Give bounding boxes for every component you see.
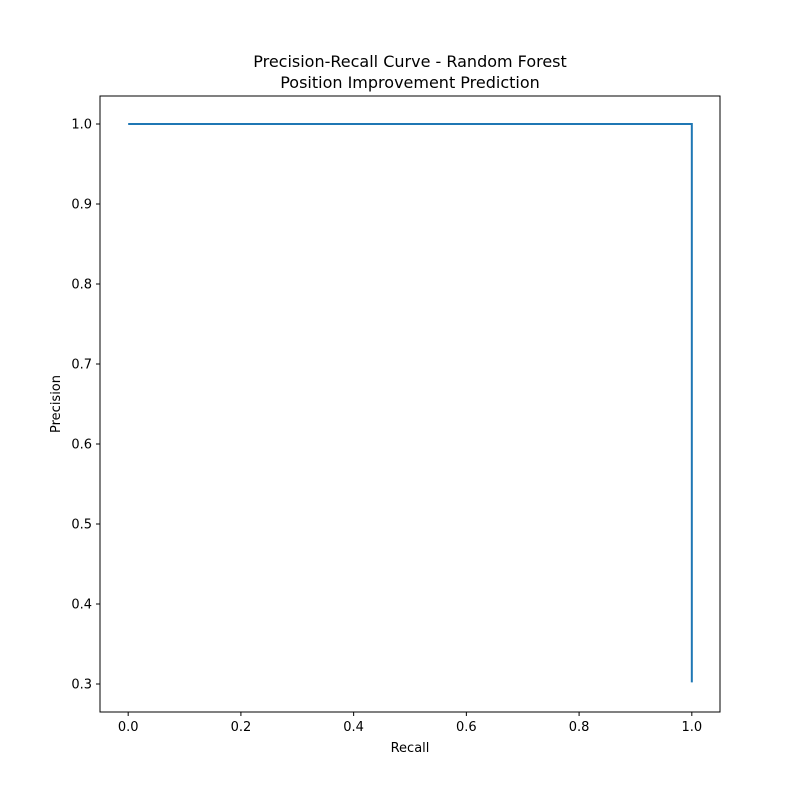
y-tick-label: 0.7 [71, 358, 92, 373]
plot-frame [99, 95, 721, 713]
y-axis-ticks: 0.3 0.4 0.5 0.6 0.7 0.8 0.9 1.0 [71, 118, 100, 693]
y-tick-label: 0.6 [71, 438, 92, 453]
y-tick-label: 0.8 [71, 278, 92, 293]
x-tick-label: 0.8 [569, 720, 590, 735]
y-tick-label: 0.5 [71, 518, 92, 533]
y-tick-label: 1.0 [71, 118, 92, 133]
x-axis-ticks: 0.0 0.2 0.4 0.6 0.8 1.0 [118, 712, 702, 735]
chart-title-line-1: Precision-Recall Curve - Random Forest [253, 52, 567, 71]
x-tick-label: 0.6 [456, 720, 477, 735]
pr-curve-line [128, 123, 693, 683]
series-layer [128, 123, 693, 683]
x-axis-label: Recall [391, 741, 430, 756]
chart-title-line-2: Position Improvement Prediction [280, 73, 540, 92]
y-tick-label: 0.4 [71, 598, 92, 613]
x-tick-label: 0.0 [118, 720, 139, 735]
x-tick-label: 1.0 [681, 720, 702, 735]
y-tick-label: 0.3 [71, 678, 92, 693]
x-tick-label: 0.4 [343, 720, 364, 735]
x-tick-label: 0.2 [231, 720, 252, 735]
y-tick-label: 0.9 [71, 198, 92, 213]
y-axis-label: Precision [49, 375, 64, 433]
